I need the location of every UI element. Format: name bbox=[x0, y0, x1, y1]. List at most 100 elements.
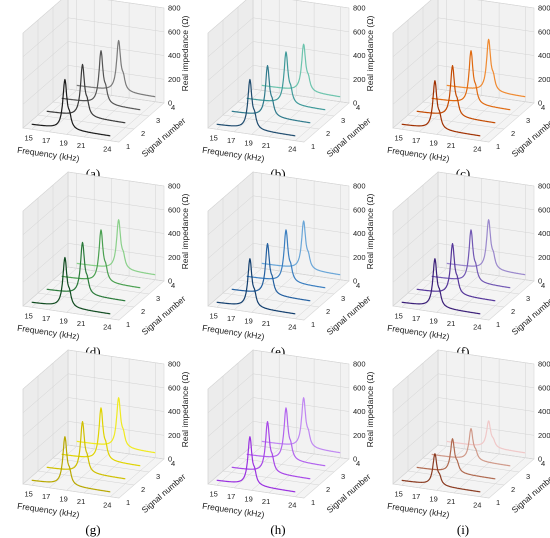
series-line bbox=[31, 436, 111, 493]
x-tick-label: 15 bbox=[25, 133, 33, 142]
z-tick-label: 600 bbox=[353, 205, 366, 214]
z-tick-label: 0 bbox=[168, 277, 172, 286]
panel-caption: (h) bbox=[270, 522, 286, 537]
z-tick-label: 400 bbox=[538, 407, 550, 416]
x-tick-label: 19 bbox=[244, 316, 252, 325]
x-axis-label: Frequency (kHz) bbox=[202, 501, 266, 520]
x-tick-label: 17 bbox=[412, 492, 420, 501]
back-pane bbox=[67, 0, 165, 104]
z-tick-label: 400 bbox=[168, 51, 181, 60]
y-tick-label: 2 bbox=[511, 485, 515, 494]
grid-line bbox=[22, 389, 120, 499]
series-line bbox=[231, 420, 311, 480]
z-tick-label: 600 bbox=[538, 383, 550, 392]
x-tick-label: 24 bbox=[103, 145, 111, 154]
y-tick-label: 1 bbox=[126, 142, 130, 151]
z-tick-label: 400 bbox=[353, 51, 366, 60]
grid-line bbox=[437, 350, 535, 460]
x-tick-label: 24 bbox=[288, 501, 296, 510]
series-line bbox=[31, 78, 111, 137]
z-tick-label: 400 bbox=[353, 229, 366, 238]
grid-line bbox=[67, 172, 165, 282]
x-tick-label: 24 bbox=[473, 145, 481, 154]
y-tick-label: 1 bbox=[496, 320, 500, 329]
grid-line bbox=[407, 376, 505, 486]
grid-line bbox=[252, 172, 350, 282]
x-axis-label: Frequency (kHz) bbox=[387, 323, 451, 342]
grid-line bbox=[392, 33, 490, 143]
z-tick-label: 200 bbox=[538, 75, 550, 84]
grid-line bbox=[392, 389, 490, 499]
series-line bbox=[431, 229, 511, 289]
y-tick-label: 4 bbox=[541, 281, 545, 290]
grid-line bbox=[437, 0, 535, 104]
grid-line bbox=[37, 20, 135, 130]
series-line bbox=[61, 407, 141, 467]
y-tick-label: 1 bbox=[126, 498, 130, 507]
x-tick-label: 19 bbox=[429, 138, 437, 147]
z-tick-label: 600 bbox=[168, 205, 181, 214]
z-tick-label: 200 bbox=[353, 253, 366, 262]
x-tick-label: 17 bbox=[227, 136, 235, 145]
series-line bbox=[61, 229, 141, 289]
x-tick-label: 24 bbox=[103, 501, 111, 510]
back-pane bbox=[252, 0, 350, 104]
x-tick-label: 21 bbox=[262, 497, 270, 506]
z-tick-label: 0 bbox=[538, 277, 542, 286]
z-tick-label: 800 bbox=[168, 360, 181, 369]
grid-line bbox=[37, 376, 135, 486]
y-tick-label: 3 bbox=[526, 116, 530, 125]
x-tick-label: 21 bbox=[77, 497, 85, 506]
series-line bbox=[231, 64, 311, 124]
z-tick-label: 200 bbox=[168, 75, 181, 84]
x-tick-label: 21 bbox=[262, 319, 270, 328]
x-tick-label: 24 bbox=[288, 323, 296, 332]
series-line bbox=[401, 453, 481, 493]
z-axis-label: Real impedance (Ω) bbox=[365, 371, 375, 447]
z-tick-label: 400 bbox=[538, 51, 550, 60]
y-tick-label: 3 bbox=[526, 294, 530, 303]
z-tick-label: 400 bbox=[353, 407, 366, 416]
z-tick-label: 0 bbox=[353, 277, 357, 286]
series-line bbox=[46, 420, 126, 480]
grid-line bbox=[207, 211, 305, 321]
series-line bbox=[76, 39, 156, 98]
series-line bbox=[46, 63, 126, 124]
x-tick-label: 15 bbox=[395, 311, 403, 320]
grid-line bbox=[237, 7, 335, 117]
grid-line bbox=[222, 198, 320, 308]
x-tick-label: 17 bbox=[227, 492, 235, 501]
grid-line bbox=[207, 33, 305, 143]
y-axis-label: Signal number bbox=[325, 471, 373, 515]
z-axis-label: Real impedance (Ω) bbox=[365, 193, 375, 269]
x-tick-label: 15 bbox=[210, 133, 218, 142]
x-tick-label: 21 bbox=[447, 319, 455, 328]
grid-line bbox=[422, 185, 520, 295]
z-tick-label: 0 bbox=[168, 99, 172, 108]
y-tick-label: 1 bbox=[311, 498, 315, 507]
grid-line bbox=[422, 7, 520, 117]
grid-line bbox=[52, 363, 150, 473]
z-tick-label: 200 bbox=[168, 431, 181, 440]
z-tick-label: 800 bbox=[538, 182, 550, 191]
panel-caption: (i) bbox=[456, 522, 470, 537]
grid-line bbox=[67, 0, 165, 104]
grid-line bbox=[222, 376, 320, 486]
z-tick-label: 800 bbox=[353, 4, 366, 13]
y-axis-label: Signal number bbox=[325, 115, 373, 159]
series-line bbox=[31, 256, 111, 315]
x-tick-label: 17 bbox=[42, 314, 50, 323]
y-tick-label: 4 bbox=[541, 459, 545, 468]
z-tick-label: 600 bbox=[538, 205, 550, 214]
x-tick-label: 17 bbox=[42, 136, 50, 145]
x-axis-label: Frequency (kHz) bbox=[387, 145, 451, 164]
x-tick-label: 21 bbox=[447, 497, 455, 506]
x-axis-label: Frequency (kHz) bbox=[202, 145, 266, 164]
